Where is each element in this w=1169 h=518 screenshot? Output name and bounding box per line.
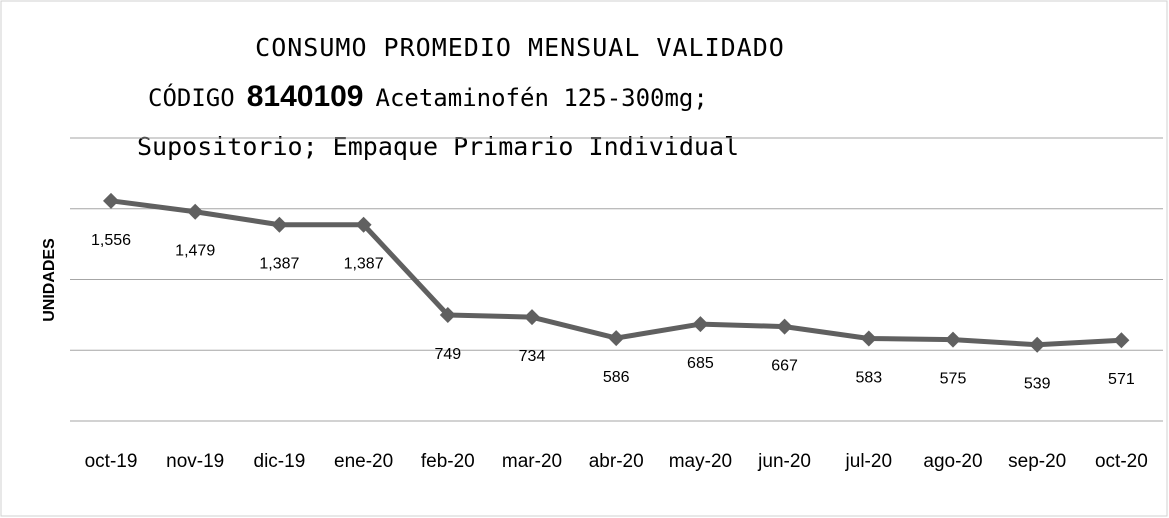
x-tick-label: dic-19	[254, 451, 306, 472]
x-tick-label: jun-20	[757, 451, 811, 472]
marker	[692, 316, 709, 333]
x-tick-label: oct-20	[1095, 451, 1148, 472]
data-label: 1,556	[91, 232, 131, 249]
chart-subtitle: CÓDIGO 8140109 Acetaminofén 125-300mg;	[148, 80, 708, 113]
x-tick-label: oct-19	[85, 451, 138, 472]
x-tick-label: may-20	[669, 451, 732, 472]
marker	[271, 216, 288, 233]
product: Acetaminofén 125-300mg;	[376, 84, 708, 112]
data-label: 539	[1024, 376, 1051, 393]
x-tick-label: abr-20	[589, 451, 644, 472]
data-label: 1,479	[175, 243, 215, 260]
data-label: 685	[687, 355, 714, 372]
marker	[608, 330, 625, 347]
chart-title: CONSUMO PROMEDIO MENSUAL VALIDADO	[255, 33, 785, 62]
marker	[860, 330, 877, 347]
marker	[1113, 332, 1130, 349]
marker	[439, 307, 456, 324]
data-label: 583	[855, 370, 882, 387]
marker	[103, 192, 119, 209]
x-tick-label: jul-20	[845, 451, 892, 472]
marker	[524, 309, 540, 326]
data-label: 1,387	[344, 256, 384, 273]
x-tick-label: feb-20	[421, 451, 475, 472]
y-axis-label: UNIDADES	[41, 238, 58, 322]
marker	[355, 216, 372, 233]
data-label: 667	[771, 358, 798, 375]
data-label: 571	[1108, 371, 1135, 388]
x-tick-label: ene-20	[334, 451, 393, 472]
marker	[776, 318, 793, 335]
x-tick-label: sep-20	[1008, 451, 1066, 472]
chart-subtitle: Supositorio; Empaque Primario Individual	[137, 132, 739, 161]
marker	[187, 203, 204, 220]
marker	[945, 331, 961, 348]
data-label: 586	[603, 369, 630, 386]
data-label: 749	[434, 346, 461, 363]
data-label: 734	[519, 348, 546, 365]
data-label: 575	[940, 371, 967, 388]
x-tick-label: nov-19	[166, 451, 224, 472]
code-label: CÓDIGO	[148, 82, 235, 112]
marker	[1029, 336, 1046, 353]
code: 8140109	[247, 80, 364, 113]
x-tick-label: ago-20	[923, 451, 982, 472]
data-label: 1,387	[259, 256, 299, 273]
x-tick-label: mar-20	[502, 451, 562, 472]
